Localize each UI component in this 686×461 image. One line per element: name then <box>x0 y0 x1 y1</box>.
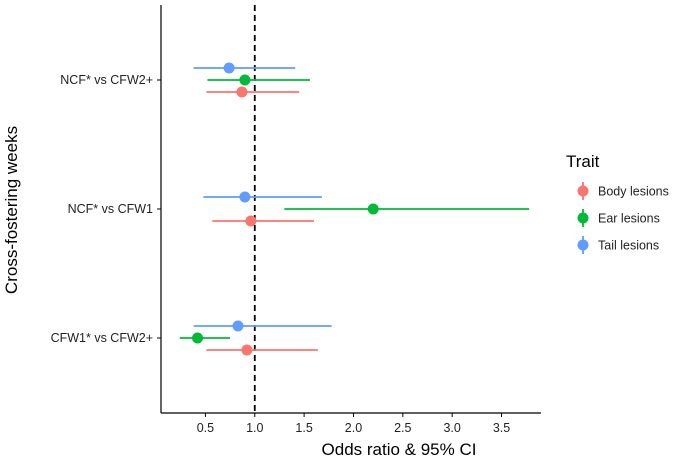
x-tick-label: 1.0 <box>246 421 263 435</box>
or-point <box>241 344 253 356</box>
x-tick-label: 2.5 <box>394 421 411 435</box>
legend-label: Body lesions <box>598 185 669 199</box>
or-point <box>232 320 244 332</box>
plot-area <box>179 5 530 413</box>
y-axis-title: Cross-fostering weeks <box>2 126 21 294</box>
x-axis-title: Odds ratio & 95% CI <box>322 440 477 459</box>
y-axis: NCF* vs CFW2+ NCF* vs CFW1 CFW1* vs CFW2+ <box>51 5 162 413</box>
x-axis: 0.5 1.0 1.5 2.0 2.5 3.0 3.5 <box>161 412 541 435</box>
legend-label: Ear lesions <box>598 212 660 226</box>
or-point <box>239 74 251 86</box>
legend-title: Trait <box>566 152 600 171</box>
x-tick-label: 1.5 <box>295 421 312 435</box>
or-point <box>245 215 257 227</box>
x-tick-label: 0.5 <box>197 421 214 435</box>
or-point <box>236 86 248 98</box>
legend-key-point <box>577 185 589 197</box>
or-point <box>367 203 379 215</box>
y-tick-label: NCF* vs CFW1 <box>68 202 153 216</box>
x-tick-label: 3.5 <box>493 421 510 435</box>
or-point <box>239 191 251 203</box>
legend-key-point <box>577 212 589 224</box>
legend-key-point <box>577 239 589 251</box>
y-tick-label: NCF* vs CFW2+ <box>60 73 153 87</box>
x-tick-label: 3.0 <box>443 421 460 435</box>
legend-label: Tail lesions <box>598 239 659 253</box>
or-point <box>223 62 235 74</box>
y-tick-label: CFW1* vs CFW2+ <box>51 331 153 345</box>
x-tick-label: 2.0 <box>345 421 362 435</box>
legend: Trait Body lesions Ear lesions Tail lesion… <box>566 152 669 254</box>
or-point <box>192 332 204 344</box>
